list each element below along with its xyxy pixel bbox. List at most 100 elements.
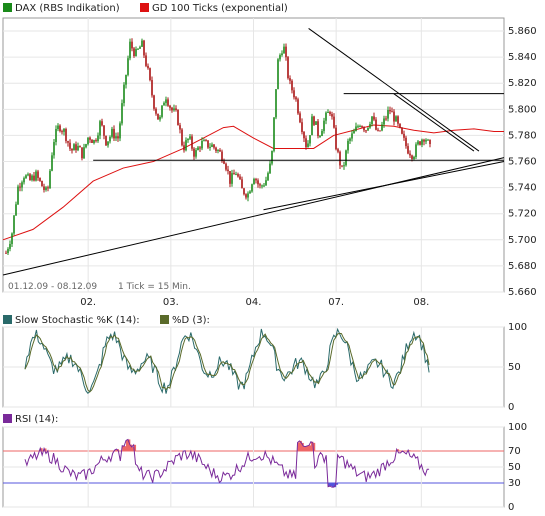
rsi-overbought-fill — [396, 449, 400, 451]
candle-body — [247, 193, 249, 198]
rsi-overbought-fill — [124, 446, 127, 451]
candle-body — [357, 126, 359, 128]
candle-body — [413, 156, 415, 159]
price-y-tick-label: 5.860 — [508, 26, 537, 37]
candle-body — [175, 108, 177, 110]
candle-body — [319, 135, 321, 137]
price-gridlines — [3, 18, 504, 293]
candle-body — [423, 139, 425, 142]
candle-body — [133, 48, 135, 57]
candle-body — [215, 147, 217, 151]
candle-body — [323, 120, 325, 131]
candle-body — [111, 128, 113, 137]
candle-body — [187, 138, 189, 141]
candle-body — [425, 139, 427, 142]
candle-body — [171, 107, 173, 111]
candle-body — [279, 55, 281, 60]
candle-body — [71, 148, 73, 151]
price-x-tick-label: 04. — [246, 297, 262, 308]
stoch-lines — [24, 327, 430, 394]
candle-body — [21, 182, 23, 188]
candle-body — [371, 116, 373, 125]
candle-body — [295, 97, 297, 100]
candle-body — [395, 116, 397, 122]
candle-body — [391, 111, 393, 113]
candle-body — [163, 102, 165, 106]
rsi-legend-swatch — [3, 414, 12, 423]
candle-body — [151, 80, 153, 96]
candle-body — [347, 140, 349, 151]
candle-body — [161, 105, 163, 117]
candle-body — [397, 116, 399, 124]
candle-body — [291, 80, 293, 91]
candle-body — [65, 129, 67, 142]
candle-body — [169, 105, 171, 108]
rsi-y-tick-label: 70 — [508, 446, 521, 457]
candle-body — [385, 118, 387, 120]
candle-body — [409, 153, 411, 156]
candle-body — [73, 144, 75, 151]
candle-body — [83, 147, 85, 159]
candle-body — [107, 141, 109, 146]
candle-body — [217, 150, 219, 152]
candle-body — [185, 140, 187, 151]
candle-body — [199, 147, 201, 149]
candle-body — [333, 116, 335, 128]
candle-body — [235, 174, 237, 176]
price-legend-label-1: DAX (RBS Indikation) — [15, 3, 120, 14]
candle-body — [155, 108, 157, 114]
trendline — [263, 161, 505, 211]
candle-body — [349, 138, 351, 141]
candle-body — [51, 155, 53, 171]
rsi-overbought-fill — [297, 442, 300, 451]
candle-body — [251, 184, 253, 192]
candle-body — [353, 131, 355, 134]
candle-body — [139, 46, 141, 49]
candle-body — [313, 116, 315, 125]
price-x-tick-label: 08. — [413, 297, 429, 308]
candle-body — [85, 144, 87, 148]
candle-body — [113, 128, 115, 139]
candle-body — [219, 150, 221, 152]
candle-body — [87, 137, 89, 145]
candle-body — [365, 130, 367, 132]
candle-body — [387, 110, 389, 119]
candle-body — [53, 142, 55, 156]
candle-body — [37, 171, 39, 178]
candle-body — [273, 117, 275, 151]
candle-body — [47, 187, 49, 189]
rsi-overbought-fill — [133, 444, 137, 451]
candle-body — [137, 48, 139, 50]
rsi-legend-label: RSI (14): — [15, 414, 58, 425]
price-y-tick-label: 5.760 — [508, 157, 537, 168]
candle-body — [77, 146, 79, 151]
ema-line — [2, 124, 504, 241]
candle-body — [203, 140, 205, 142]
candle-body — [411, 155, 413, 159]
candle-body — [191, 136, 193, 149]
candle-body — [159, 116, 161, 120]
candle-body — [43, 186, 45, 190]
candle-body — [345, 150, 347, 166]
candle-body — [39, 177, 41, 181]
candle-body — [147, 65, 149, 69]
stoch-legend-swatch-1 — [3, 315, 12, 324]
stoch-legend-swatch-2 — [160, 315, 169, 324]
candle-body — [69, 142, 71, 149]
rsi-overbought-fill — [305, 446, 308, 451]
candle-body — [277, 59, 279, 90]
candle-body — [119, 123, 121, 139]
candle-body — [269, 163, 271, 174]
price-y-tick-label: 5.660 — [508, 287, 537, 298]
rsi-overbought-fill — [122, 445, 125, 451]
candle-body — [59, 125, 61, 132]
candle-body — [135, 49, 137, 57]
candle-body — [63, 129, 65, 132]
stoch-y-ticks: 0 50 100 — [508, 322, 527, 413]
candle-body — [45, 187, 47, 190]
rsi-overbought-fill — [131, 446, 135, 451]
candle-body — [225, 163, 227, 170]
candle-body — [301, 122, 303, 132]
price-y-tick-label: 5.840 — [508, 52, 537, 63]
